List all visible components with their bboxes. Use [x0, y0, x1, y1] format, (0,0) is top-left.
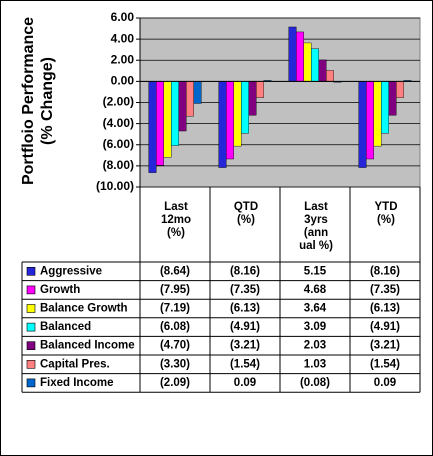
bar: [218, 81, 227, 168]
bar: [163, 81, 172, 158]
data-label: (8.16): [370, 265, 400, 277]
legend-label: Fixed Income: [40, 377, 114, 389]
y-axis-title: Portfloio Performance (% Change): [20, 16, 56, 186]
y-tick-label: (6.00): [103, 137, 134, 151]
x-tick-label: Last 12mo (%): [160, 201, 192, 239]
bar: [303, 42, 312, 82]
legend-key: [26, 359, 36, 369]
bar: [296, 31, 304, 82]
data-label: (6.08): [160, 321, 190, 333]
legend-label: Balanced: [40, 321, 91, 333]
data-label: (6.13): [370, 303, 400, 315]
legend-key: [26, 322, 36, 332]
data-label: (7.19): [160, 303, 190, 315]
legend-key: [26, 378, 36, 388]
data-label: (7.95): [160, 284, 190, 296]
bar: [318, 59, 327, 82]
y-tick-label: 4.00: [111, 31, 135, 45]
bar: [233, 81, 242, 147]
legend-key: [26, 341, 36, 351]
legend-label: Aggressive: [40, 265, 102, 277]
legend-label: Capital Pres.: [40, 358, 110, 370]
data-label: (8.16): [230, 265, 260, 277]
legend-key: [26, 285, 36, 295]
bar: [366, 81, 374, 160]
bar: [373, 81, 382, 147]
y-tick-label: 0.00: [111, 74, 135, 88]
data-label: 1.03: [304, 358, 326, 370]
data-label: 2.03: [304, 340, 326, 352]
bar: [311, 48, 319, 82]
y-tick-label: 2.00: [111, 52, 135, 66]
bar: [396, 81, 404, 98]
bar: [358, 81, 367, 168]
y-tick-label: 6.00: [111, 10, 135, 24]
bar: [193, 81, 202, 104]
bar: [171, 81, 179, 146]
bar: [178, 81, 187, 132]
x-tick-label: QTD (%): [233, 201, 259, 226]
legend-key: [26, 266, 36, 276]
y-tick-label: (4.00): [103, 116, 134, 130]
data-label: (8.64): [160, 265, 190, 277]
y-tick-label: (2.00): [103, 95, 134, 109]
bar: [288, 26, 297, 82]
data-label: 5.15: [304, 265, 327, 277]
data-label: (7.35): [370, 284, 400, 296]
bar: [156, 81, 164, 166]
legend-label: Balance Growth: [40, 303, 128, 315]
bar: [241, 81, 249, 134]
data-label: (0.08): [300, 377, 330, 389]
data-label: (4.91): [230, 321, 260, 333]
x-tick-label: Last 3yrs (ann ual %): [299, 201, 333, 252]
y-tick-label: (10.00): [96, 179, 134, 193]
data-label: 3.64: [304, 303, 327, 315]
bar: [256, 81, 264, 98]
bar: [226, 81, 234, 160]
data-label: (1.54): [230, 358, 260, 370]
bar: [381, 81, 389, 134]
bar: [248, 81, 257, 116]
bar: [388, 81, 397, 116]
data-label: 0.09: [374, 377, 396, 389]
legend-key: [26, 304, 36, 313]
data-label: (3.21): [370, 340, 400, 352]
legend-label: Growth: [40, 284, 80, 296]
bar: [326, 70, 334, 82]
data-label: (6.13): [230, 303, 260, 315]
data-label: (3.21): [230, 340, 260, 352]
data-label: (1.54): [370, 358, 400, 370]
bar: [186, 81, 194, 117]
data-label: (4.70): [160, 340, 190, 352]
bar: [148, 81, 157, 173]
data-label: (4.91): [370, 321, 400, 333]
legend-label: Balanced Income: [40, 340, 135, 352]
data-label: (7.35): [230, 284, 260, 296]
data-label: (3.30): [160, 358, 190, 370]
data-label: 4.68: [304, 284, 327, 296]
y-tick-label: (8.00): [103, 158, 134, 172]
x-tick-label: YTD (%): [374, 201, 398, 226]
data-label: 0.09: [234, 377, 256, 389]
data-label: (2.09): [160, 377, 190, 389]
data-label: 3.09: [304, 321, 326, 333]
